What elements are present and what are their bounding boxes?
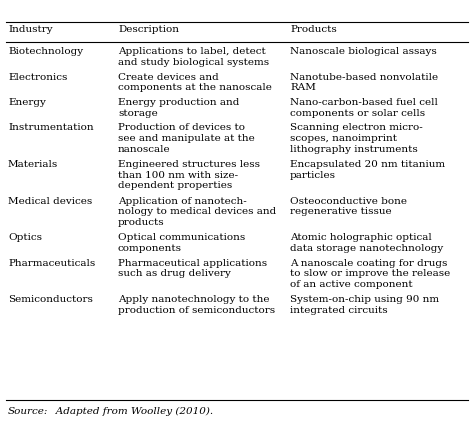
Text: Atomic holographic optical
data storage nanotechnology: Atomic holographic optical data storage … [290,233,443,253]
Text: Energy: Energy [8,98,46,107]
Text: Products: Products [290,25,337,34]
Text: A nanoscale coating for drugs
to slow or improve the release
of an active compon: A nanoscale coating for drugs to slow or… [290,258,450,289]
Text: Semiconductors: Semiconductors [8,295,93,304]
Text: Applications to label, detect
and study biological systems: Applications to label, detect and study … [118,47,269,67]
Text: Electronics: Electronics [8,73,67,82]
Text: Osteoconductive bone
regenerative tissue: Osteoconductive bone regenerative tissue [290,197,407,216]
Text: System-on-chip using 90 nm
integrated circuits: System-on-chip using 90 nm integrated ci… [290,295,439,315]
Text: Scanning electron micro-
scopes, nanoimprint
lithography instruments: Scanning electron micro- scopes, nanoimp… [290,124,423,154]
Text: Nanoscale biological assays: Nanoscale biological assays [290,47,437,56]
Text: Nanotube-based nonvolatile
RAM: Nanotube-based nonvolatile RAM [290,73,438,92]
Text: Instrumentation: Instrumentation [8,124,94,133]
Text: Adapted from Woolley (2010).: Adapted from Woolley (2010). [46,407,213,416]
Text: Description: Description [118,25,179,34]
Text: Production of devices to
see and manipulate at the
nanoscale: Production of devices to see and manipul… [118,124,255,154]
Text: Source:: Source: [8,407,48,416]
Text: Energy production and
storage: Energy production and storage [118,98,239,118]
Text: Apply nanotechnology to the
production of semiconductors: Apply nanotechnology to the production o… [118,295,275,315]
Text: Encapsulated 20 nm titanium
particles: Encapsulated 20 nm titanium particles [290,160,445,180]
Text: Optics: Optics [8,233,42,242]
Text: Application of nanotech-
nology to medical devices and
products: Application of nanotech- nology to medic… [118,197,276,227]
Text: Medical devices: Medical devices [8,197,92,206]
Text: Biotechnology: Biotechnology [8,47,83,56]
Text: Pharmaceuticals: Pharmaceuticals [8,258,95,267]
Text: Materials: Materials [8,160,58,169]
Text: Nano-carbon-based fuel cell
components or solar cells: Nano-carbon-based fuel cell components o… [290,98,438,118]
Text: Create devices and
components at the nanoscale: Create devices and components at the nan… [118,73,272,92]
Text: Industry: Industry [8,25,53,34]
Text: Optical communications
components: Optical communications components [118,233,245,253]
Text: Pharmaceutical applications
such as drug delivery: Pharmaceutical applications such as drug… [118,258,267,278]
Text: Engineered structures less
than 100 nm with size-
dependent properties: Engineered structures less than 100 nm w… [118,160,260,191]
